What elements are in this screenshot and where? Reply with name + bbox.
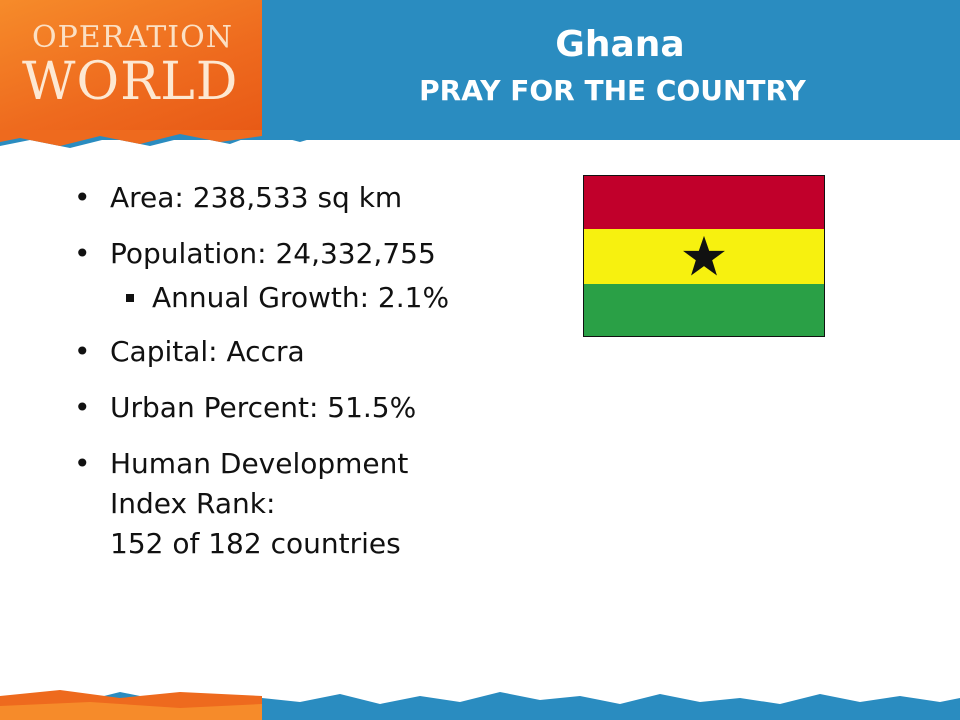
- fact-area: Area: 238,533 sq km: [74, 178, 554, 218]
- page-title: Ghana: [555, 24, 685, 65]
- footer-rough-edge: [0, 690, 960, 720]
- fact-hdi-rank: Human Development Index Rank: 152 of 182…: [74, 444, 554, 564]
- logo-text-world: WORLD: [22, 52, 239, 112]
- flag-stripe-red: [584, 176, 824, 229]
- fact-capital: Capital: Accra: [74, 332, 554, 372]
- fact-annual-growth: Annual Growth: 2.1%: [74, 278, 554, 318]
- fact-population: Population: 24,332,755: [74, 234, 554, 274]
- fact-hdi-line1: Human Development: [110, 447, 409, 480]
- fact-hdi-line2: Index Rank:: [110, 487, 276, 520]
- logo-text-operation: OPERATION: [32, 20, 233, 55]
- ghana-flag-icon: [583, 175, 825, 337]
- fact-list: Area: 238,533 sq km Population: 24,332,7…: [74, 178, 554, 580]
- fact-hdi-line3: 152 of 182 countries: [110, 527, 401, 560]
- flag-stripe-green: [584, 284, 824, 336]
- black-star-icon: [683, 235, 725, 276]
- fact-urban-percent: Urban Percent: 51.5%: [74, 388, 554, 428]
- page-subtitle: PRAY FOR THE COUNTRY: [419, 74, 806, 107]
- operation-world-logo: OPERATION WORLD: [0, 0, 262, 130]
